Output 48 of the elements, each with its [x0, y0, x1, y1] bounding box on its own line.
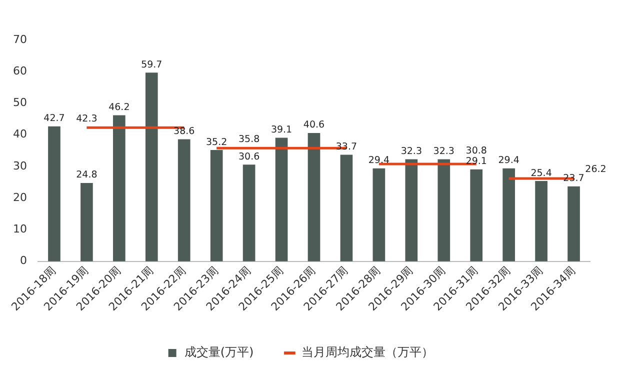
- bar: [275, 138, 288, 262]
- data-label: 30.6: [238, 151, 260, 162]
- data-label: 33.7: [336, 142, 358, 153]
- data-label: 26.2: [585, 164, 606, 176]
- data-label: 42.3: [76, 113, 98, 124]
- y-tick-label: 0: [20, 254, 27, 268]
- bar: [308, 132, 320, 262]
- bar: [113, 115, 126, 262]
- data-label: 29.4: [368, 155, 390, 166]
- y-tick-label: 60: [12, 64, 27, 78]
- data-label: 32.3: [400, 146, 422, 157]
- bar: [210, 150, 223, 262]
- data-label: 32.3: [433, 146, 454, 157]
- data-label: 23.7: [563, 173, 584, 184]
- data-label: 35.8: [238, 134, 260, 145]
- y-tick-label: 40: [12, 128, 27, 141]
- data-label: 59.7: [141, 59, 162, 70]
- bar: [438, 159, 450, 262]
- data-label: 24.8: [76, 170, 98, 181]
- data-label: 35.2: [206, 136, 228, 148]
- bar: [340, 154, 353, 262]
- bar: [178, 139, 190, 262]
- y-tick-label: 30: [12, 159, 27, 172]
- data-label: 29.4: [498, 155, 520, 166]
- bar: [242, 164, 256, 262]
- data-label: 25.4: [530, 168, 552, 179]
- bar: [568, 186, 580, 262]
- data-label: 42.7: [44, 113, 65, 124]
- bar: [80, 182, 93, 262]
- bar: [535, 181, 548, 262]
- bar: [48, 126, 60, 262]
- y-tick-label: 10: [12, 222, 27, 236]
- data-label: 38.6: [174, 126, 195, 138]
- legend-label: 当月周均成交量（万平）: [302, 345, 434, 360]
- y-tick-label: 70: [12, 32, 27, 46]
- data-label: 46.2: [108, 102, 130, 113]
- bar: [502, 168, 515, 262]
- bar: [372, 168, 386, 262]
- bar: [470, 169, 483, 262]
- data-label: 39.1: [270, 124, 292, 136]
- legend-label: 成交量(万平): [184, 345, 254, 360]
- bar: [405, 159, 418, 262]
- y-tick-label: 20: [12, 190, 27, 204]
- y-tick-label: 50: [12, 96, 27, 110]
- data-label: 30.8: [466, 146, 487, 157]
- bar: [145, 72, 158, 262]
- data-label: 29.1: [466, 156, 487, 168]
- data-label: 40.6: [303, 120, 325, 131]
